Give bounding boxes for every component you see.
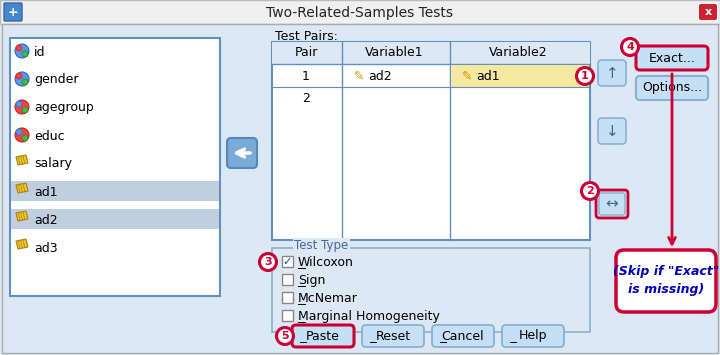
Text: Exact...: Exact... bbox=[649, 51, 696, 65]
Text: McNemar: McNemar bbox=[298, 292, 358, 305]
Text: gender: gender bbox=[34, 73, 78, 87]
Circle shape bbox=[621, 38, 639, 55]
Circle shape bbox=[15, 100, 29, 114]
Text: Variable2: Variable2 bbox=[489, 47, 547, 60]
Text: Help: Help bbox=[518, 329, 547, 343]
Text: Sign: Sign bbox=[298, 274, 325, 287]
Text: ✎: ✎ bbox=[462, 70, 472, 82]
Text: educ: educ bbox=[34, 130, 65, 142]
FancyBboxPatch shape bbox=[699, 4, 717, 20]
Bar bbox=[272, 42, 590, 240]
Text: Marginal Homogeneity: Marginal Homogeneity bbox=[298, 310, 440, 323]
Text: Paste: Paste bbox=[306, 329, 340, 343]
Text: ad1: ad1 bbox=[476, 70, 500, 82]
FancyBboxPatch shape bbox=[4, 3, 22, 21]
Circle shape bbox=[259, 253, 276, 271]
Circle shape bbox=[16, 101, 22, 107]
Text: is missing): is missing) bbox=[628, 284, 704, 296]
Circle shape bbox=[22, 135, 28, 141]
Circle shape bbox=[16, 73, 22, 79]
Bar bbox=[451, 65, 589, 87]
Text: salary: salary bbox=[34, 158, 72, 170]
Circle shape bbox=[276, 328, 294, 344]
Circle shape bbox=[16, 45, 22, 51]
Text: (Skip if "Exact": (Skip if "Exact" bbox=[613, 266, 719, 279]
Text: 3: 3 bbox=[264, 257, 272, 267]
Bar bbox=[282, 274, 293, 285]
Text: ad2: ad2 bbox=[34, 213, 58, 226]
Circle shape bbox=[22, 107, 28, 113]
Text: 2: 2 bbox=[302, 93, 310, 105]
FancyBboxPatch shape bbox=[599, 193, 625, 215]
FancyBboxPatch shape bbox=[636, 76, 708, 100]
Text: 2: 2 bbox=[586, 186, 594, 196]
Bar bbox=[282, 256, 293, 267]
Text: Two-Related-Samples Tests: Two-Related-Samples Tests bbox=[266, 6, 454, 20]
Text: ✓: ✓ bbox=[283, 257, 292, 267]
FancyBboxPatch shape bbox=[432, 325, 494, 347]
FancyBboxPatch shape bbox=[616, 250, 716, 312]
Bar bbox=[0, 0, 720, 24]
FancyBboxPatch shape bbox=[636, 46, 708, 70]
Text: ad2: ad2 bbox=[368, 70, 392, 82]
Circle shape bbox=[15, 72, 29, 86]
Polygon shape bbox=[16, 155, 28, 165]
Bar bbox=[11, 209, 219, 229]
Polygon shape bbox=[16, 239, 28, 249]
Circle shape bbox=[15, 44, 29, 58]
Circle shape bbox=[582, 182, 598, 200]
Text: x: x bbox=[704, 7, 711, 17]
Circle shape bbox=[22, 51, 28, 57]
Circle shape bbox=[22, 79, 28, 85]
FancyBboxPatch shape bbox=[362, 325, 424, 347]
Text: +: + bbox=[8, 5, 18, 18]
Circle shape bbox=[577, 67, 593, 84]
Circle shape bbox=[16, 129, 22, 135]
Bar bbox=[11, 181, 219, 201]
Text: 4: 4 bbox=[626, 42, 634, 52]
Bar bbox=[272, 42, 590, 64]
FancyBboxPatch shape bbox=[598, 60, 626, 86]
Text: ad1: ad1 bbox=[34, 186, 58, 198]
Text: Variable1: Variable1 bbox=[365, 47, 423, 60]
Text: ↔: ↔ bbox=[606, 197, 618, 212]
Text: ↓: ↓ bbox=[606, 124, 618, 138]
Text: Wilcoxon: Wilcoxon bbox=[298, 256, 354, 269]
Bar bbox=[282, 310, 293, 321]
Text: ↑: ↑ bbox=[606, 66, 618, 81]
Text: 1: 1 bbox=[302, 70, 310, 82]
Bar bbox=[272, 248, 590, 332]
FancyBboxPatch shape bbox=[227, 138, 257, 168]
Circle shape bbox=[15, 128, 29, 142]
Text: ad3: ad3 bbox=[34, 241, 58, 255]
FancyBboxPatch shape bbox=[598, 118, 626, 144]
Text: 1: 1 bbox=[581, 71, 589, 81]
Text: Pair: Pair bbox=[294, 47, 318, 60]
Text: Reset: Reset bbox=[375, 329, 410, 343]
FancyBboxPatch shape bbox=[292, 325, 354, 347]
FancyBboxPatch shape bbox=[502, 325, 564, 347]
Text: id: id bbox=[34, 45, 45, 59]
Bar bbox=[10, 38, 220, 296]
Polygon shape bbox=[16, 183, 28, 193]
Polygon shape bbox=[16, 211, 28, 221]
Bar bbox=[282, 292, 293, 303]
FancyBboxPatch shape bbox=[596, 190, 628, 218]
Text: agegroup: agegroup bbox=[34, 102, 94, 115]
Text: Test Pairs:: Test Pairs: bbox=[275, 29, 338, 43]
Text: 5: 5 bbox=[282, 331, 289, 341]
Text: ✎: ✎ bbox=[354, 70, 364, 82]
Text: Options...: Options... bbox=[642, 82, 702, 94]
Text: Test Type: Test Type bbox=[294, 240, 348, 252]
Text: Cancel: Cancel bbox=[441, 329, 485, 343]
